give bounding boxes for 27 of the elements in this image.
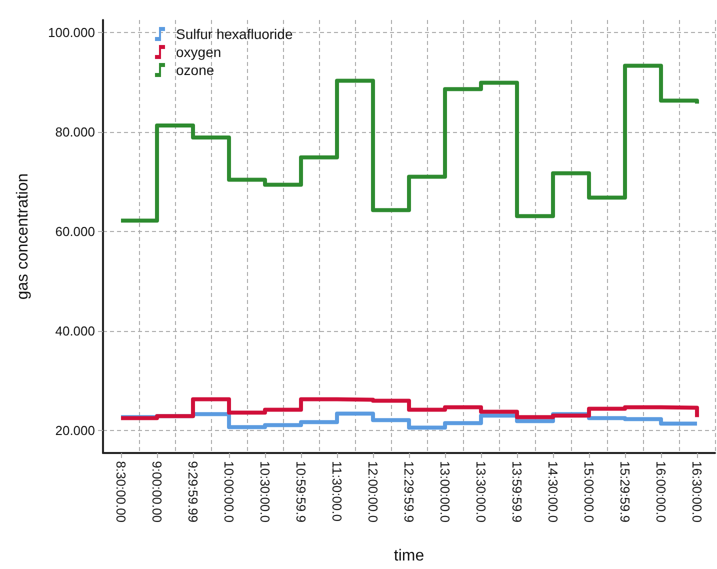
x-tick-label: 13:59:59.9 [510, 461, 524, 522]
x-tick-label: 14:30:00.0 [546, 461, 560, 522]
x-tick-label: 9:00:00.00 [150, 461, 164, 522]
x-tick-label: 15:00:00.0 [582, 461, 596, 522]
legend-label: Sulfur hexafluoride [176, 26, 293, 42]
x-tick-label: 11:30:00.0 [330, 461, 344, 522]
y-tick-label: 80.000 [55, 124, 95, 140]
y-axis-title: gas concentration [14, 173, 32, 300]
legend-label: ozone [176, 62, 214, 78]
x-tick-label: 10:59:59.9 [294, 461, 308, 522]
y-tick-label: 100.000 [48, 24, 95, 40]
y-tick-label: 40.000 [55, 324, 95, 339]
x-tick-label: 15:29:59.9 [618, 461, 632, 522]
x-tick-label: 16:00:00.0 [654, 461, 668, 522]
x-axis-title: time [394, 548, 424, 564]
x-tick-label: 16:30:00.0 [690, 461, 704, 522]
x-tick-label: 10:00:00.0 [222, 461, 236, 522]
y-tick-label: 20.000 [55, 423, 95, 438]
x-tick-label: 13:30:00.0 [474, 461, 488, 522]
x-tick-label: 12:29:59.9 [402, 461, 416, 522]
x-tick-label: 12:00:00.0 [366, 461, 380, 522]
legend-label: oxygen [176, 44, 222, 60]
x-tick-label: 13:00:00.0 [438, 461, 452, 522]
y-tick-label: 60.000 [55, 224, 95, 240]
x-tick-label: 9:29:59.99 [186, 461, 200, 522]
x-tick-label: 8:30:00.00 [114, 461, 128, 522]
x-tick-label: 10:30:00.0 [258, 461, 272, 522]
